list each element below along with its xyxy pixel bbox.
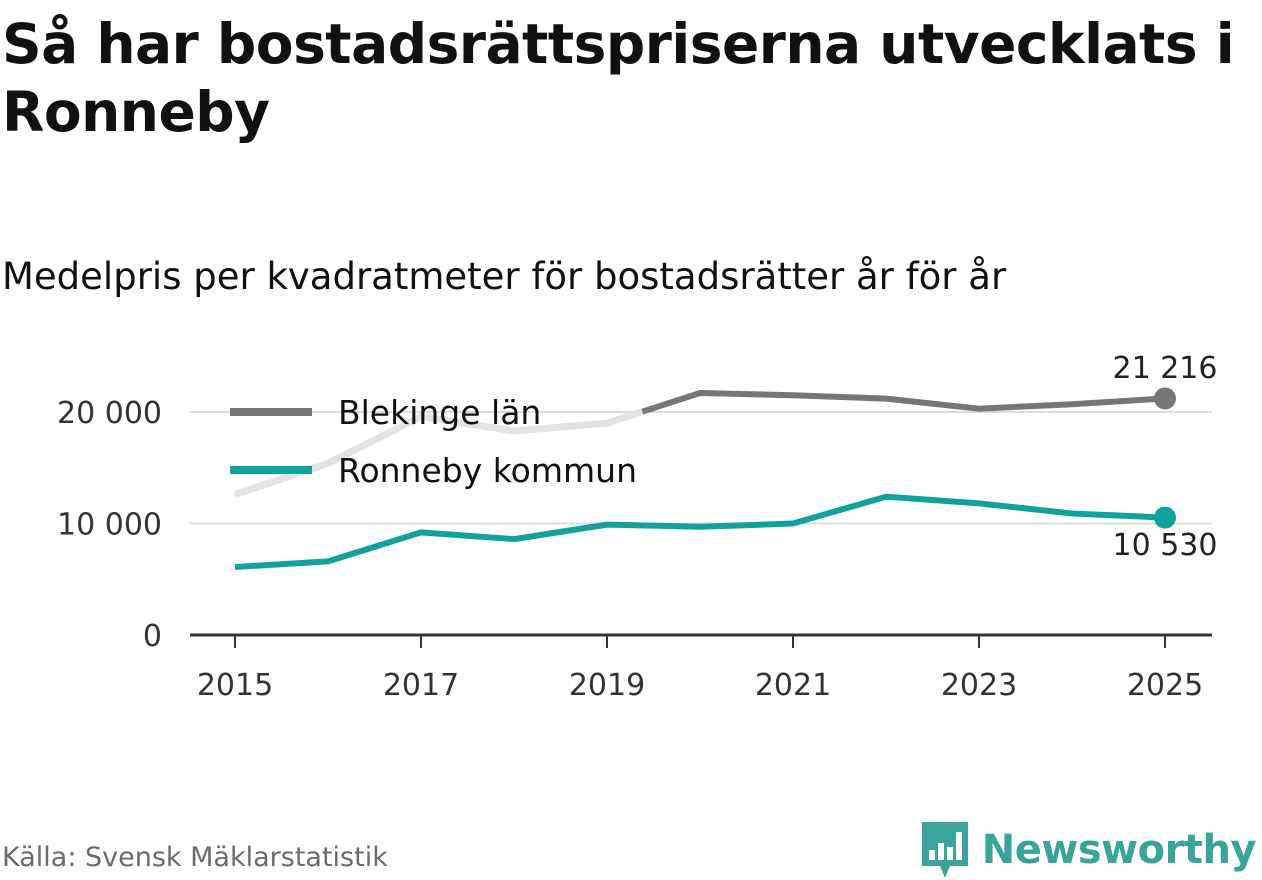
y-tick-label: 20 000: [57, 396, 162, 431]
brand-name: Newsworthy: [981, 827, 1257, 873]
x-tick-label: 2021: [755, 668, 831, 703]
chart-subtitle: Medelpris per kvadratmeter för bostadsrä…: [2, 255, 1007, 298]
source-note: Källa: Svensk Mäklarstatistik: [2, 842, 388, 873]
line-chart: 0 10 000 20 000 2015 2017 2019 2021 2023 2025 B…: [57, 351, 1218, 703]
brand-logo: Newsworthy: [920, 820, 1257, 880]
x-tick-label: 2015: [197, 668, 273, 703]
x-tick-label: 2019: [569, 668, 645, 703]
legend-label: Blekinge län: [338, 393, 541, 432]
y-axis-labels: 0 10 000 20 000: [57, 396, 162, 654]
y-tick-label: 0: [143, 619, 162, 654]
x-axis: 2015 2017 2019 2021 2023 2025: [190, 633, 1212, 703]
legend: Blekinge län Ronneby kommun: [230, 393, 637, 490]
legend-label: Ronneby kommun: [338, 451, 637, 490]
chart-title: Så har bostadsrättspriserna utvecklats i…: [2, 12, 1235, 144]
end-labels: 21 216 10 530: [1113, 351, 1218, 563]
x-tick-label: 2017: [383, 668, 459, 703]
series-line-ronneby: [234, 493, 1166, 570]
series-line-blekinge: [641, 390, 1166, 415]
series-layer: [233, 387, 1176, 570]
newsworthy-logo-icon: [921, 822, 968, 878]
gridlines: [190, 411, 1212, 525]
y-tick-label: 10 000: [57, 508, 162, 543]
series-endpoint-ronneby: [1154, 506, 1176, 529]
end-label-ronneby: 10 530: [1113, 528, 1218, 563]
x-tick-label: 2023: [941, 668, 1017, 703]
end-label-blekinge: 21 216: [1113, 351, 1218, 386]
series-line-blekinge-faded: [233, 408, 644, 498]
x-tick-label: 2025: [1127, 668, 1203, 703]
series-endpoint-blekinge: [1154, 387, 1176, 410]
